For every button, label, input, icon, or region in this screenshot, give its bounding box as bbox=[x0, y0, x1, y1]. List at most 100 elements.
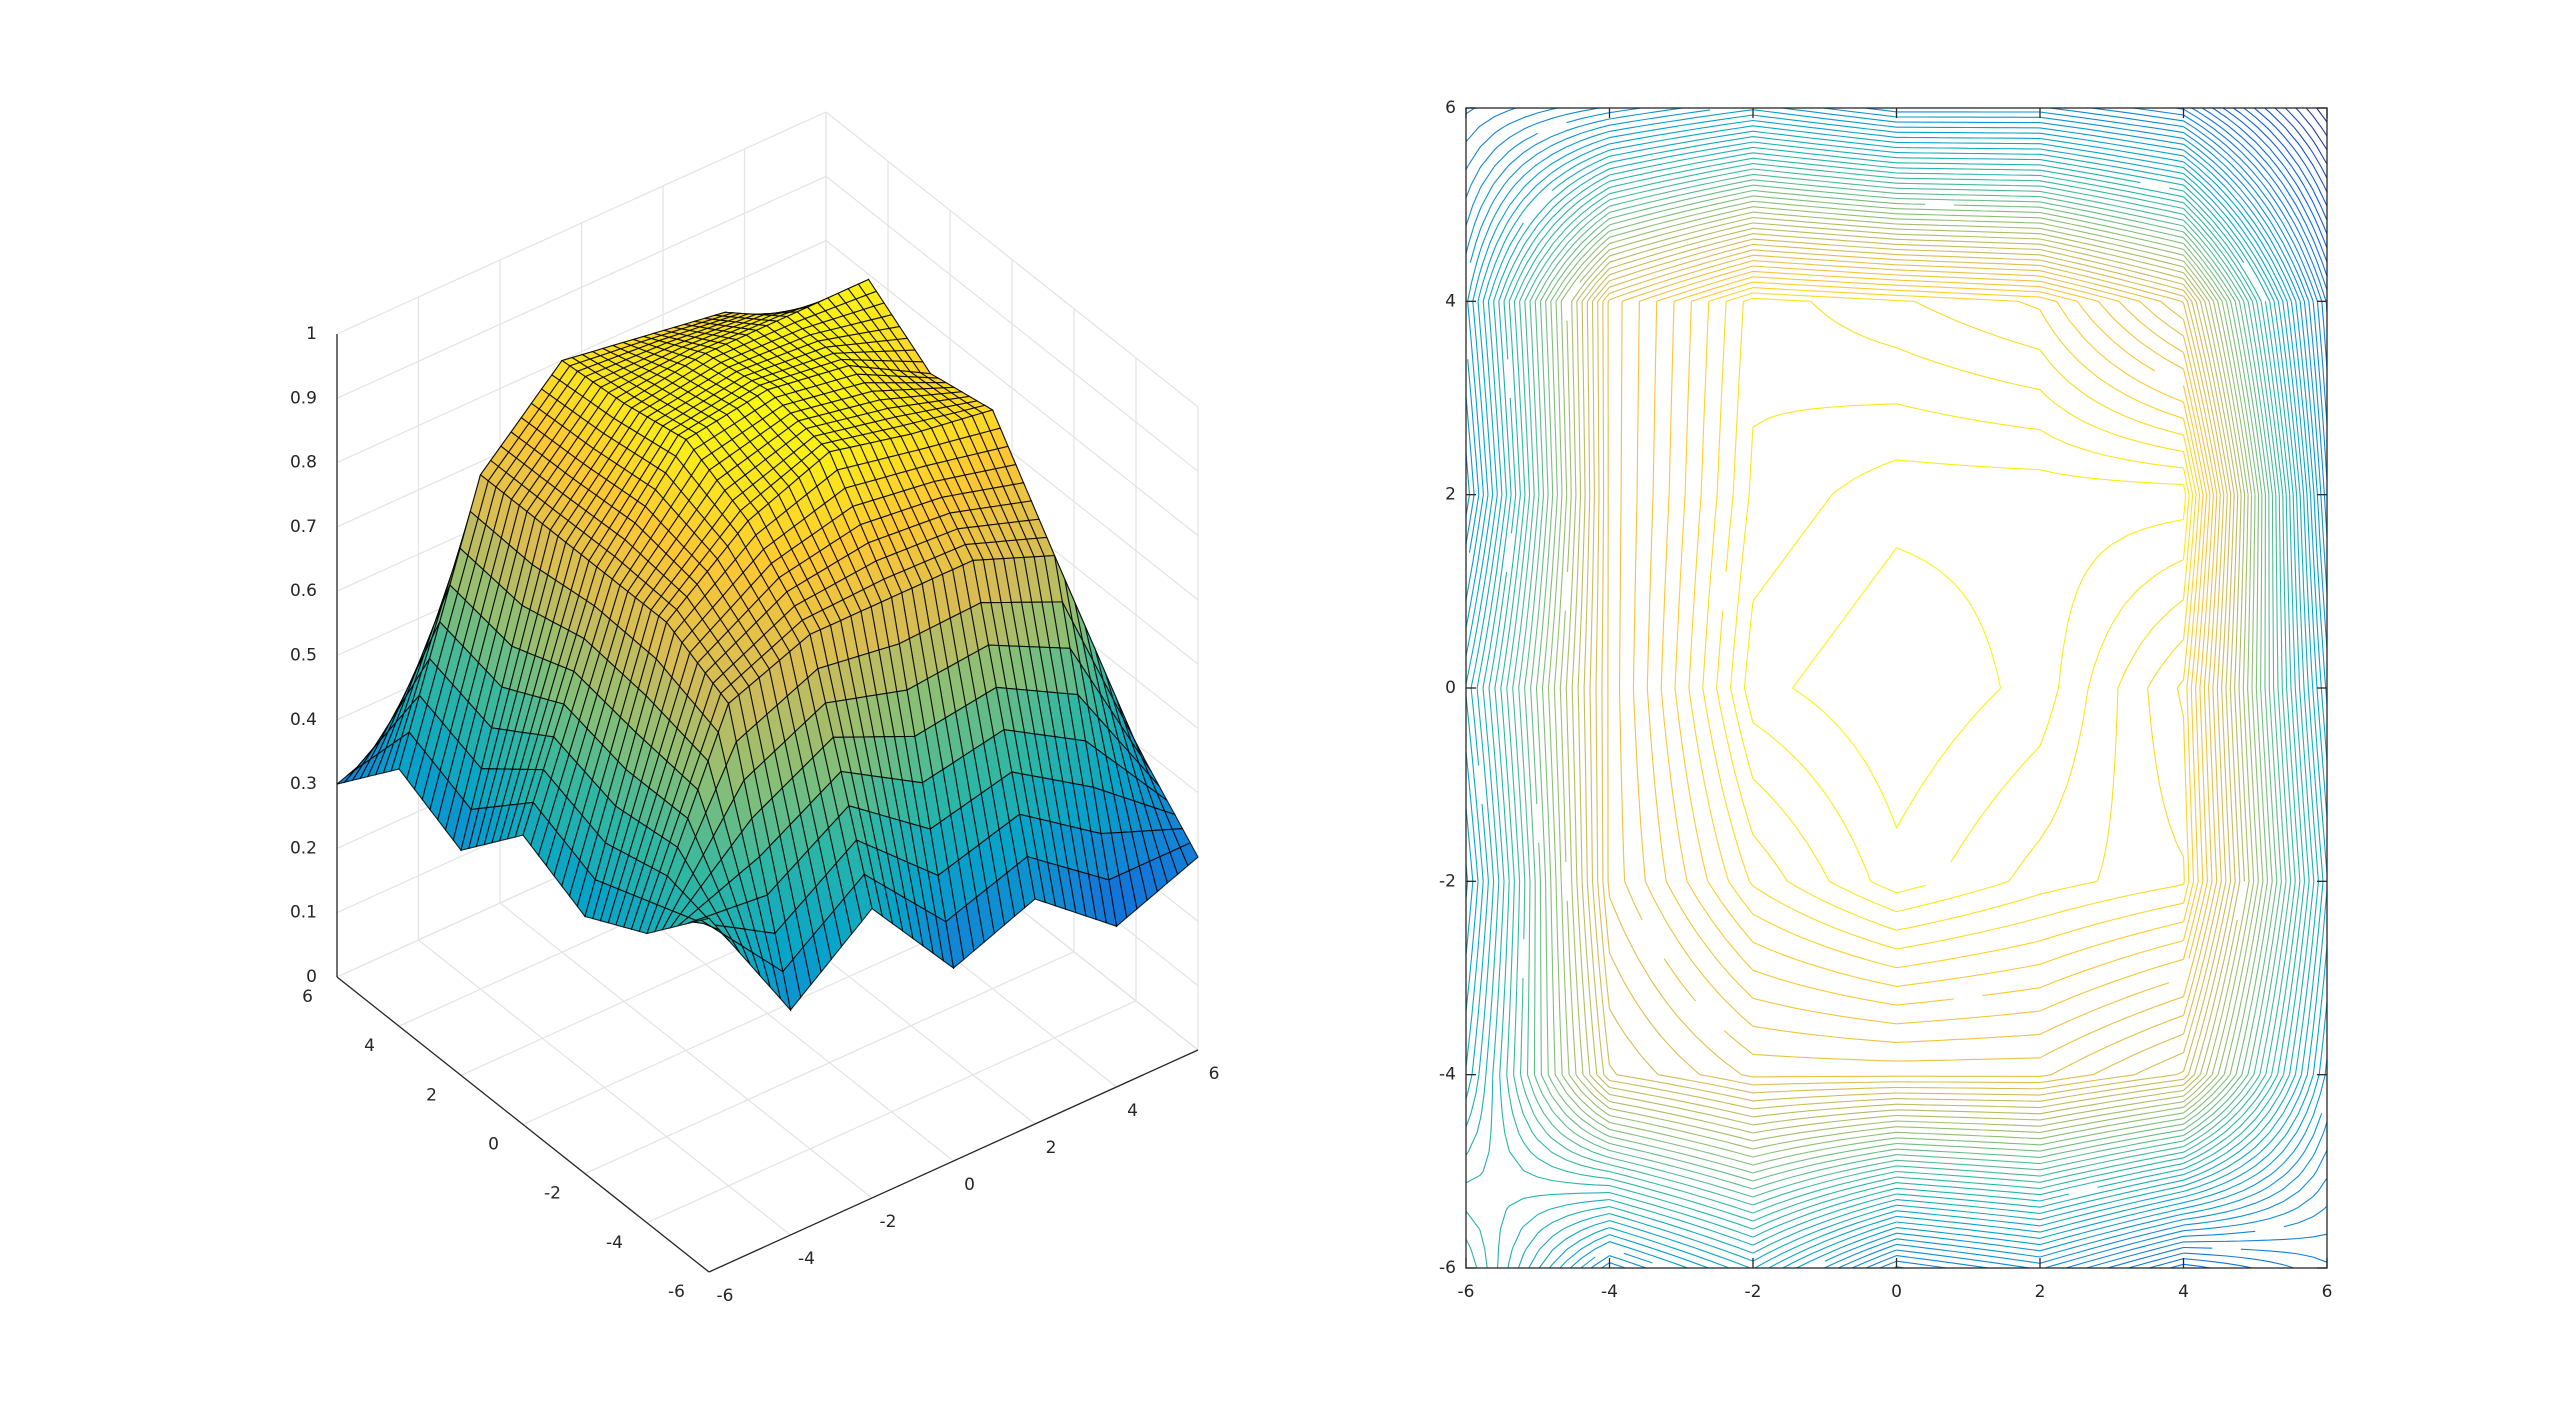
contour-line bbox=[1470, 687, 1489, 882]
contour-line bbox=[2247, 301, 2277, 495]
contour-line bbox=[1465, 881, 1484, 1067]
contour-line bbox=[1476, 687, 1495, 882]
contour-line bbox=[1896, 1193, 2041, 1208]
contour-line bbox=[1498, 301, 1512, 495]
x-tick-label: 4 bbox=[1127, 1101, 1138, 1121]
contour-line bbox=[2300, 881, 2324, 1075]
contour-line bbox=[2316, 494, 2328, 650]
contour-line bbox=[1566, 900, 1577, 1075]
x-tick-label: -2 bbox=[880, 1212, 897, 1232]
contour-line bbox=[1752, 1142, 1897, 1174]
contour-line bbox=[1601, 1262, 1610, 1269]
contour-line bbox=[1571, 687, 1578, 882]
contour-line bbox=[1603, 1074, 1610, 1081]
contour-line bbox=[2183, 1074, 2290, 1176]
contour-line bbox=[1824, 1232, 1897, 1262]
contour-line bbox=[2183, 1121, 2328, 1221]
contour-line bbox=[1896, 1187, 2041, 1202]
contour-line bbox=[1620, 301, 1623, 495]
x-tick-label: 2 bbox=[2035, 1282, 2046, 1302]
contour-line bbox=[1571, 301, 1577, 495]
contour-line bbox=[2183, 1074, 2231, 1120]
contour-line bbox=[1465, 107, 1558, 171]
contour-line bbox=[2208, 687, 2218, 882]
contour-line bbox=[1500, 494, 1526, 689]
contour-line bbox=[2183, 1074, 2279, 1164]
contour-line bbox=[2128, 1252, 2184, 1269]
contour-line bbox=[2277, 687, 2292, 882]
contour-line bbox=[1782, 1221, 1897, 1269]
contour-line bbox=[1561, 1074, 1610, 1123]
contour-line bbox=[1752, 1199, 1897, 1254]
contour-line bbox=[2190, 494, 2208, 689]
contour-line bbox=[1896, 1109, 2041, 1115]
contour-line bbox=[1539, 881, 1542, 1075]
contour-line bbox=[1576, 881, 1591, 1075]
contour-line bbox=[2039, 921, 2184, 965]
contour-line bbox=[1674, 687, 1709, 882]
contour-line bbox=[2242, 494, 2249, 689]
contour-line bbox=[1743, 687, 1754, 723]
contour-line bbox=[2180, 300, 2184, 304]
contour-line bbox=[2193, 881, 2241, 1075]
z-tick-label: 1 bbox=[306, 324, 317, 344]
contour-line bbox=[2260, 301, 2287, 495]
contour-line bbox=[1752, 1193, 1897, 1246]
contour-line bbox=[2183, 1074, 2195, 1086]
contour-line bbox=[2225, 494, 2235, 689]
contour-line bbox=[1609, 1220, 1751, 1269]
contour-line bbox=[1752, 1109, 1897, 1126]
contour-line bbox=[2255, 494, 2260, 689]
contour-line bbox=[2183, 1074, 2219, 1108]
contour-line bbox=[1465, 107, 1600, 199]
contour-line bbox=[1565, 687, 1573, 882]
contour-line bbox=[2039, 1074, 2177, 1096]
contour-line bbox=[2269, 301, 2294, 495]
contour-line bbox=[2243, 301, 2273, 495]
y-tick-label: -6 bbox=[1439, 1258, 1456, 1278]
contour-line bbox=[1896, 1182, 2041, 1196]
contour-line bbox=[1896, 1210, 2041, 1227]
contour-line bbox=[2303, 494, 2314, 689]
contour-line bbox=[2318, 1001, 2328, 1075]
contour-line bbox=[1896, 880, 2010, 913]
contour-line bbox=[1566, 320, 1572, 495]
contour-line bbox=[1688, 494, 1702, 689]
contour-line bbox=[1752, 1182, 1897, 1230]
contour-line bbox=[2147, 687, 2184, 858]
contour-line bbox=[2195, 494, 2211, 689]
contour-line bbox=[1716, 494, 1734, 689]
contour-line bbox=[2118, 300, 2184, 353]
contour-line bbox=[2255, 687, 2269, 882]
contour-line bbox=[1582, 1074, 1610, 1102]
contour-line bbox=[2238, 687, 2250, 882]
contour-line bbox=[2212, 494, 2225, 689]
contour-line bbox=[1668, 301, 1675, 495]
contour-line bbox=[1533, 1074, 1610, 1152]
contour-line bbox=[1748, 880, 1754, 887]
contour-line bbox=[1609, 1241, 1688, 1269]
contour-line bbox=[1596, 1074, 1610, 1088]
contour-line bbox=[1609, 1171, 1754, 1214]
contour-line bbox=[1752, 969, 1897, 1006]
contour-line bbox=[1752, 885, 1897, 950]
contour-line bbox=[1565, 494, 1577, 689]
contour-line bbox=[1752, 1187, 1897, 1238]
z-tick-label: 0.1 bbox=[290, 903, 317, 923]
y-tick-label: 6 bbox=[302, 987, 313, 1007]
contour-line bbox=[2176, 687, 2185, 718]
contour-line bbox=[2039, 1146, 2184, 1177]
y-tick-label: 4 bbox=[1445, 291, 1456, 311]
contour-line bbox=[1555, 301, 1563, 495]
contour-line bbox=[1752, 1103, 1897, 1118]
z-tick-label: 0.9 bbox=[290, 388, 317, 408]
contour-line bbox=[2230, 301, 2263, 495]
contour-line bbox=[1591, 301, 1595, 495]
contour-line bbox=[1607, 881, 1611, 897]
contour-line bbox=[1609, 1142, 1754, 1182]
contour-line bbox=[2182, 881, 2232, 1072]
contour-line bbox=[1896, 1232, 2041, 1252]
contour-line bbox=[2286, 687, 2301, 882]
contour-line bbox=[2223, 881, 2264, 1075]
contour-line bbox=[2186, 301, 2228, 495]
